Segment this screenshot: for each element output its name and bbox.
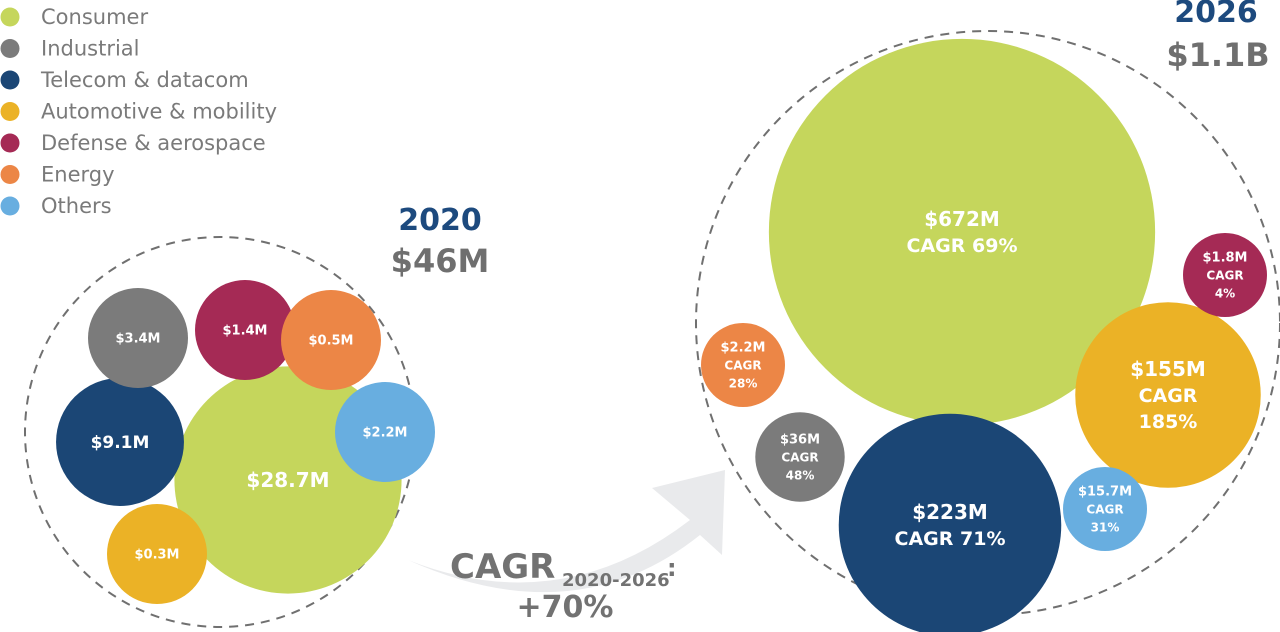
cagr-main-label: CAGR [450, 547, 555, 587]
bubble-cagr-label-2026-automotive-and-mobility: CAGR [1139, 385, 1198, 407]
legend-swatch-others [0, 196, 20, 216]
legend-label-consumer: Consumer [41, 5, 148, 29]
bubble-2026-energy: $2.2M CAGR 28% [701, 323, 785, 407]
cagr-value-label: +70% [517, 590, 614, 625]
bubble-circle-2026-industrial [755, 412, 845, 502]
bubble-cagr-label-2026-telecom-and-datacom: CAGR 71% [895, 528, 1006, 550]
group-2020: $28.7M $9.1M $3.4M $2.2M $1.4M $0.5M $0.3M 202… [24, 203, 490, 628]
bubble-cagr-value-2026-energy: 28% [729, 377, 758, 391]
bubble-value-label-2020-automotive-and-mobility: $0.3M [134, 548, 179, 563]
bubble-2026-defense-and-aerospace: $1.8M CAGR 4% [1183, 233, 1267, 317]
bubble-value-label-2020-others: $2.2M [362, 426, 407, 441]
bubble-value-label-2020-industrial: $3.4M [115, 332, 160, 347]
bubble-value-label-2026-telecom-and-datacom: $223M [912, 500, 988, 524]
year-label-2020: 2020 [398, 203, 482, 238]
boundary-2026 [695, 30, 1280, 616]
bubble-cagr-value-2026-automotive-and-mobility: 185% [1139, 411, 1198, 433]
bubble-circle-2026-telecom-and-datacom [838, 413, 1062, 632]
legend-swatch-energy [0, 165, 20, 184]
bubble-value-label-2020-consumer: $28.7M [246, 468, 329, 492]
legend-label-defense-and-aerospace: Defense & aerospace [41, 131, 266, 155]
bubble-circle-2026-consumer [768, 38, 1156, 426]
total-label-2020: $46M [391, 242, 490, 280]
bubble-value-label-2020-defense-and-aerospace: $1.4M [222, 324, 267, 339]
bubble-cagr-label-2026-energy: CAGR [724, 359, 761, 373]
bubble-value-label-2026-industrial: $36M [780, 433, 820, 448]
legend-label-others: Others [41, 194, 112, 218]
bubble-cagr-label-2026-others: CAGR [1086, 503, 1123, 517]
bubble-2020-industrial: $3.4M [88, 288, 188, 388]
legend-label-telecom-and-datacom: Telecom & datacom [40, 68, 249, 92]
legend-label-industrial: Industrial [41, 37, 140, 61]
bubble-circle-2020-energy [281, 290, 381, 390]
cagr-period-label: 2020-2026 [562, 570, 670, 591]
total-label-2026: $1.1B [1166, 36, 1269, 74]
bubble-circle-2020-automotive-and-mobility [107, 504, 207, 604]
bubble-2020-others: $2.2M [335, 382, 435, 482]
bubble-2026-others: $15.7M CAGR 31% [1063, 467, 1147, 551]
bubble-2026-consumer: $672M CAGR 69% [768, 38, 1156, 426]
cagr-colon: : [667, 554, 677, 582]
bubble-2020-energy: $0.5M [281, 290, 381, 390]
bubble-value-label-2026-energy: $2.2M [720, 341, 765, 356]
bubble-2026-industrial: $36M CAGR 48% [755, 412, 845, 502]
bubble-circle-2020-others [335, 382, 435, 482]
cagr-annotation: CAGR 2020-2026 : +70% [450, 547, 677, 625]
bubble-value-label-2026-automotive-and-mobility: $155M [1130, 357, 1206, 381]
bubble-circle-2020-telecom-and-datacom [56, 378, 184, 506]
legend-swatch-industrial [0, 39, 20, 58]
legend-swatch-automotive-and-mobility [0, 102, 20, 121]
bubble-cagr-label-2026-industrial: CAGR [781, 451, 818, 465]
bubble-2026-telecom-and-datacom: $223M CAGR 71% [838, 413, 1062, 632]
bubble-circle-2026-others [1063, 467, 1147, 551]
bubble-cagr-label-2026-defense-and-aerospace: CAGR [1206, 269, 1243, 283]
bubble-cagr-label-2026-consumer: CAGR 69% [907, 235, 1018, 257]
bubble-2020-defense-and-aerospace: $1.4M [195, 280, 295, 380]
bubble-circle-2020-defense-and-aerospace [195, 280, 295, 380]
bubble-circle-2026-energy [701, 323, 785, 407]
legend-swatch-telecom-and-datacom [0, 70, 20, 90]
bubble-value-label-2020-telecom-and-datacom: $9.1M [91, 433, 150, 453]
bubble-2020-automotive-and-mobility: $0.3M [107, 504, 207, 604]
legend-swatch-defense-and-aerospace [0, 133, 20, 153]
legend: Consumer Industrial Telecom & datacom Autom… [0, 5, 277, 218]
bubble-cagr-value-2026-defense-and-aerospace: 4% [1215, 287, 1235, 301]
legend-swatch-consumer [0, 7, 20, 27]
legend-label-energy: Energy [41, 163, 115, 187]
bubble-circle-2020-industrial [88, 288, 188, 388]
bubble-value-label-2026-defense-and-aerospace: $1.8M [1202, 251, 1247, 266]
bubble-2020-telecom-and-datacom: $9.1M [56, 378, 184, 506]
bubble-2026-automotive-and-mobility: $155M CAGR 185% [1075, 302, 1261, 488]
growth-arrow [408, 470, 725, 593]
bubble-cagr-value-2026-industrial: 48% [786, 469, 815, 483]
bubble-cagr-value-2026-others: 31% [1091, 521, 1120, 535]
bubble-value-label-2026-consumer: $672M [924, 207, 1000, 231]
bubble-value-label-2020-energy: $0.5M [308, 334, 353, 349]
legend-label-automotive-and-mobility: Automotive & mobility [41, 100, 277, 124]
bubble-circle-2026-automotive-and-mobility [1075, 302, 1261, 488]
bubble-value-label-2026-others: $15.7M [1078, 485, 1132, 500]
year-label-2026: 2026 [1174, 0, 1258, 30]
bubble-circle-2026-defense-and-aerospace [1183, 233, 1267, 317]
